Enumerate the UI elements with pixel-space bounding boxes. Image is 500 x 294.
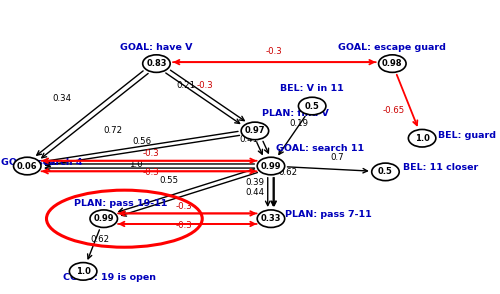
Circle shape — [257, 210, 284, 228]
Text: 0.72: 0.72 — [103, 126, 122, 135]
Text: GOAL: search 11: GOAL: search 11 — [276, 144, 364, 153]
Circle shape — [408, 129, 436, 147]
Circle shape — [298, 97, 326, 115]
Text: PLAN: find V: PLAN: find V — [262, 109, 328, 118]
Circle shape — [257, 157, 284, 175]
Circle shape — [70, 263, 97, 280]
Text: 0.99: 0.99 — [260, 161, 281, 171]
Text: 0.98: 0.98 — [382, 59, 402, 68]
Text: -0.3: -0.3 — [196, 81, 214, 90]
Text: COND: 19 is open: COND: 19 is open — [62, 273, 156, 282]
Text: 0.06: 0.06 — [17, 161, 38, 171]
Text: 0.83: 0.83 — [146, 59, 167, 68]
Text: 0.97: 0.97 — [244, 126, 265, 136]
Text: 0.56: 0.56 — [132, 136, 152, 146]
Text: 1.0: 1.0 — [129, 160, 142, 169]
Text: BEL: V in 11: BEL: V in 11 — [280, 84, 344, 93]
Text: -0.3: -0.3 — [266, 47, 282, 56]
Text: BEL: guard: BEL: guard — [438, 131, 496, 140]
Text: 0.34: 0.34 — [52, 94, 72, 103]
Text: 0.44: 0.44 — [245, 188, 264, 197]
Text: 0.39: 0.39 — [245, 178, 264, 186]
Text: 0.62: 0.62 — [90, 235, 109, 244]
Text: PLAN: pass 19-11: PLAN: pass 19-11 — [74, 198, 168, 208]
Circle shape — [90, 210, 118, 228]
Text: 0.19: 0.19 — [290, 119, 308, 128]
Text: 0.33: 0.33 — [260, 214, 281, 223]
Text: 0.5: 0.5 — [304, 101, 320, 111]
Text: GOAL: have V: GOAL: have V — [120, 43, 192, 52]
Circle shape — [142, 55, 170, 72]
Text: GOAL: search 4: GOAL: search 4 — [0, 158, 82, 167]
Text: BEL: 11 closer: BEL: 11 closer — [403, 163, 478, 172]
Text: -0.3: -0.3 — [142, 168, 160, 177]
Text: 0.7: 0.7 — [330, 153, 344, 162]
Circle shape — [378, 55, 406, 72]
Text: -0.3: -0.3 — [176, 202, 192, 211]
Text: 0.99: 0.99 — [94, 214, 114, 223]
Circle shape — [241, 122, 268, 140]
Text: 0.41: 0.41 — [239, 135, 258, 144]
Text: 0.62: 0.62 — [278, 168, 298, 177]
Circle shape — [14, 157, 41, 175]
Text: 0.21: 0.21 — [176, 81, 196, 90]
Circle shape — [372, 163, 399, 181]
Text: 0.5: 0.5 — [378, 167, 393, 176]
Text: -0.65: -0.65 — [382, 106, 404, 115]
Text: -0.3: -0.3 — [176, 220, 192, 230]
Text: GOAL: escape guard: GOAL: escape guard — [338, 43, 446, 52]
Text: PLAN: pass 7-11: PLAN: pass 7-11 — [284, 211, 372, 219]
Text: -0.3: -0.3 — [142, 149, 160, 158]
Text: 1.0: 1.0 — [414, 134, 430, 143]
Text: 1.0: 1.0 — [76, 267, 90, 276]
Text: 0.55: 0.55 — [160, 176, 178, 185]
